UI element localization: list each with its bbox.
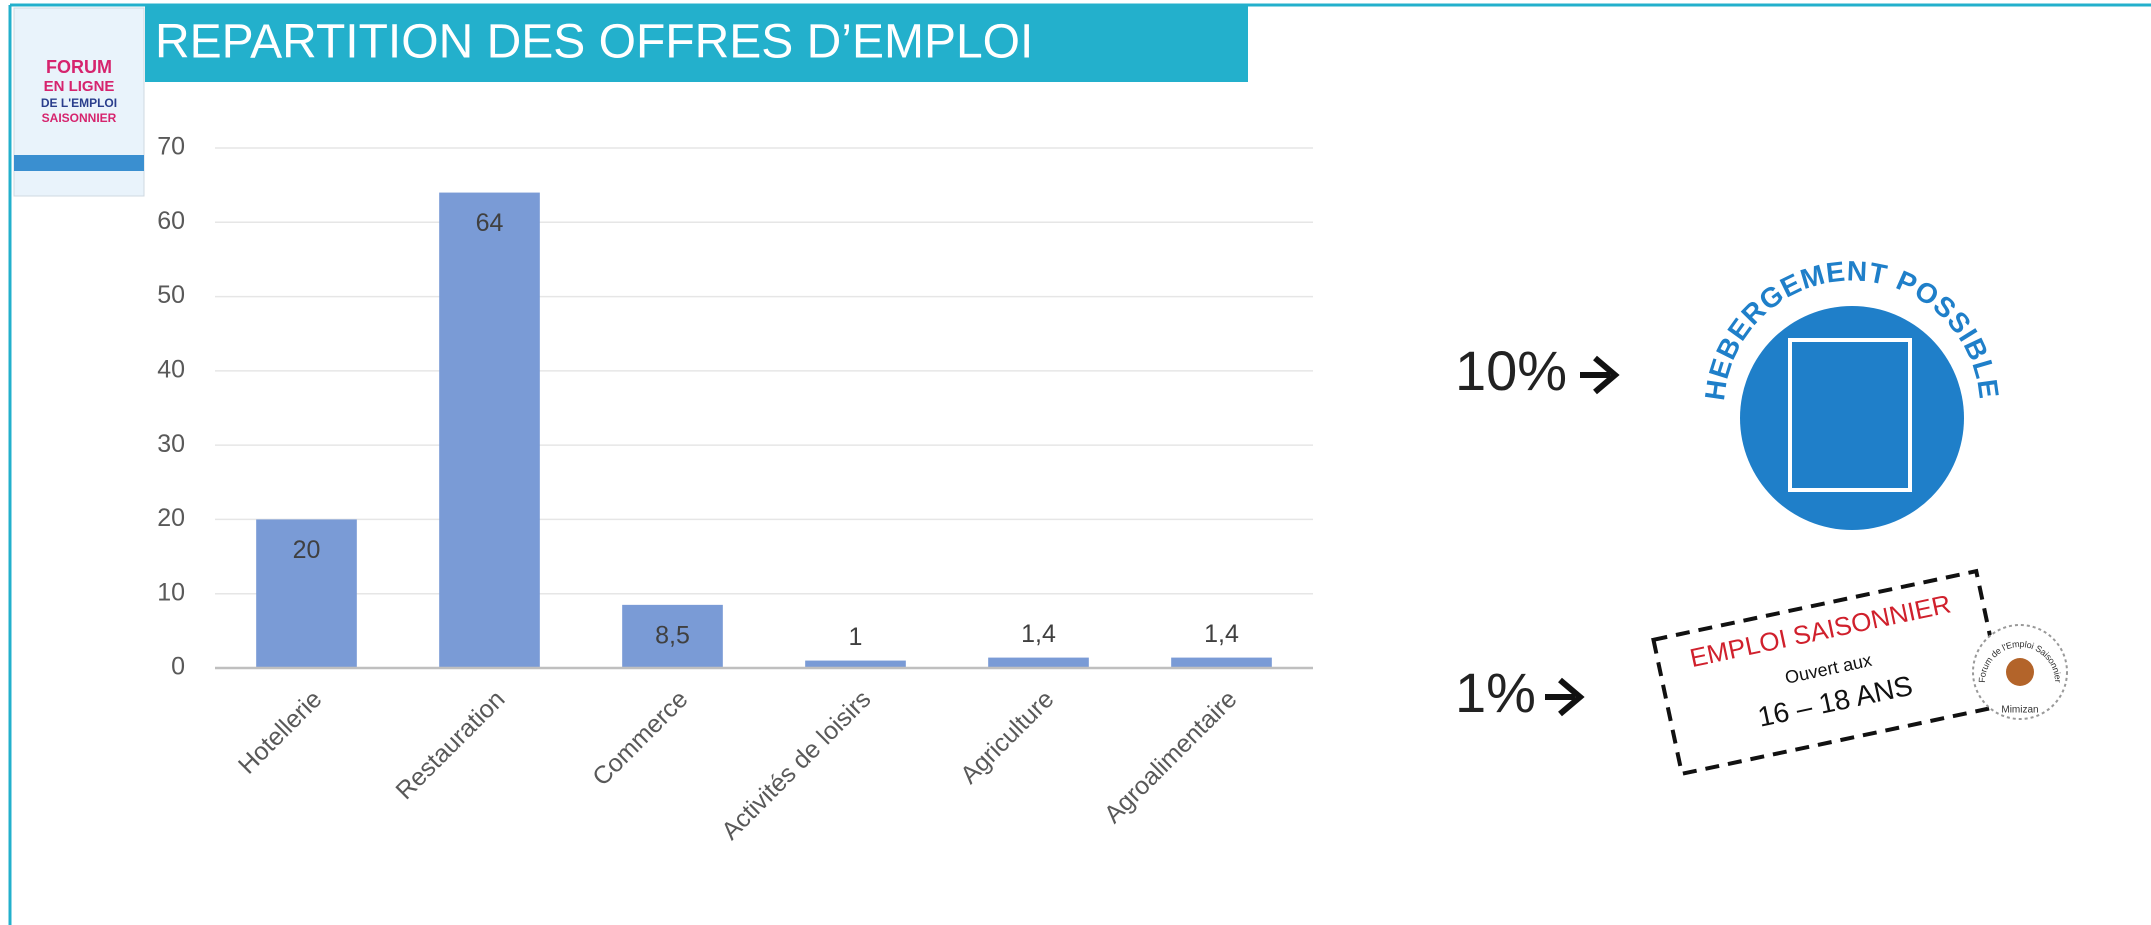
y-tick-label: 60 bbox=[157, 207, 185, 235]
x-tick-label: Restauration bbox=[390, 685, 510, 805]
y-tick-label: 40 bbox=[157, 355, 185, 383]
logo-text: FORUM bbox=[46, 57, 112, 77]
arrow bbox=[1545, 677, 1585, 717]
badge-drawing bbox=[1788, 338, 1912, 492]
value-label: 8,5 bbox=[655, 621, 690, 649]
title: REPARTITION DES OFFRES D’EMPLOI bbox=[155, 16, 1033, 69]
stamp-text: 16 – 18 ANS bbox=[1755, 670, 1915, 733]
percent: 1% bbox=[1455, 661, 1536, 724]
stamp: EMPLOI SAISONNIER Ouvert aux 16 – 18 ANS bbox=[1651, 568, 2008, 777]
bar bbox=[256, 519, 357, 668]
logo-text: EN LIGNE bbox=[44, 78, 115, 95]
logo-band bbox=[14, 155, 144, 171]
y-tick-label: 10 bbox=[157, 578, 185, 606]
bar bbox=[988, 657, 1089, 668]
arrow bbox=[1580, 355, 1620, 395]
value-label: 64 bbox=[476, 209, 504, 237]
x-tick-label: Activités de loisirs bbox=[716, 685, 876, 845]
x-tick-label: Commerce bbox=[587, 685, 693, 791]
seal-text: Mimizan bbox=[2001, 705, 2038, 716]
value-label: 1,4 bbox=[1021, 620, 1056, 648]
x-tick-label: Agriculture bbox=[955, 685, 1059, 789]
y-tick-label: 50 bbox=[157, 281, 185, 309]
y-tick-label: 0 bbox=[171, 653, 185, 681]
bar bbox=[805, 660, 906, 668]
logo-text: DE L'EMPLOI bbox=[41, 96, 117, 110]
x-tick-label: Agroalimentaire bbox=[1099, 685, 1243, 829]
value-label: 20 bbox=[293, 536, 321, 564]
seal-ant bbox=[2006, 658, 2034, 686]
value-label: 1,4 bbox=[1204, 620, 1239, 648]
title-bar bbox=[145, 5, 1248, 82]
badge: HEBERGEMENT POSSIBLE bbox=[1699, 256, 2003, 530]
bar bbox=[622, 604, 723, 668]
seal: Forum de l'Emploi Saisonnier Mimizan bbox=[1972, 624, 2068, 720]
logo-text: SAISONNIER bbox=[42, 111, 117, 125]
y-tick-label: 30 bbox=[157, 430, 185, 458]
y-tick-label: 20 bbox=[157, 504, 185, 532]
x-tick-label: Hotellerie bbox=[233, 685, 327, 779]
bar bbox=[1171, 657, 1272, 668]
bar bbox=[439, 192, 540, 669]
y-tick-label: 70 bbox=[157, 133, 185, 161]
value-label: 1 bbox=[849, 623, 863, 651]
logo: FORUM EN LIGNE DE L'EMPLOI SAISONNIER bbox=[13, 7, 145, 197]
percent: 10% bbox=[1455, 339, 1567, 402]
